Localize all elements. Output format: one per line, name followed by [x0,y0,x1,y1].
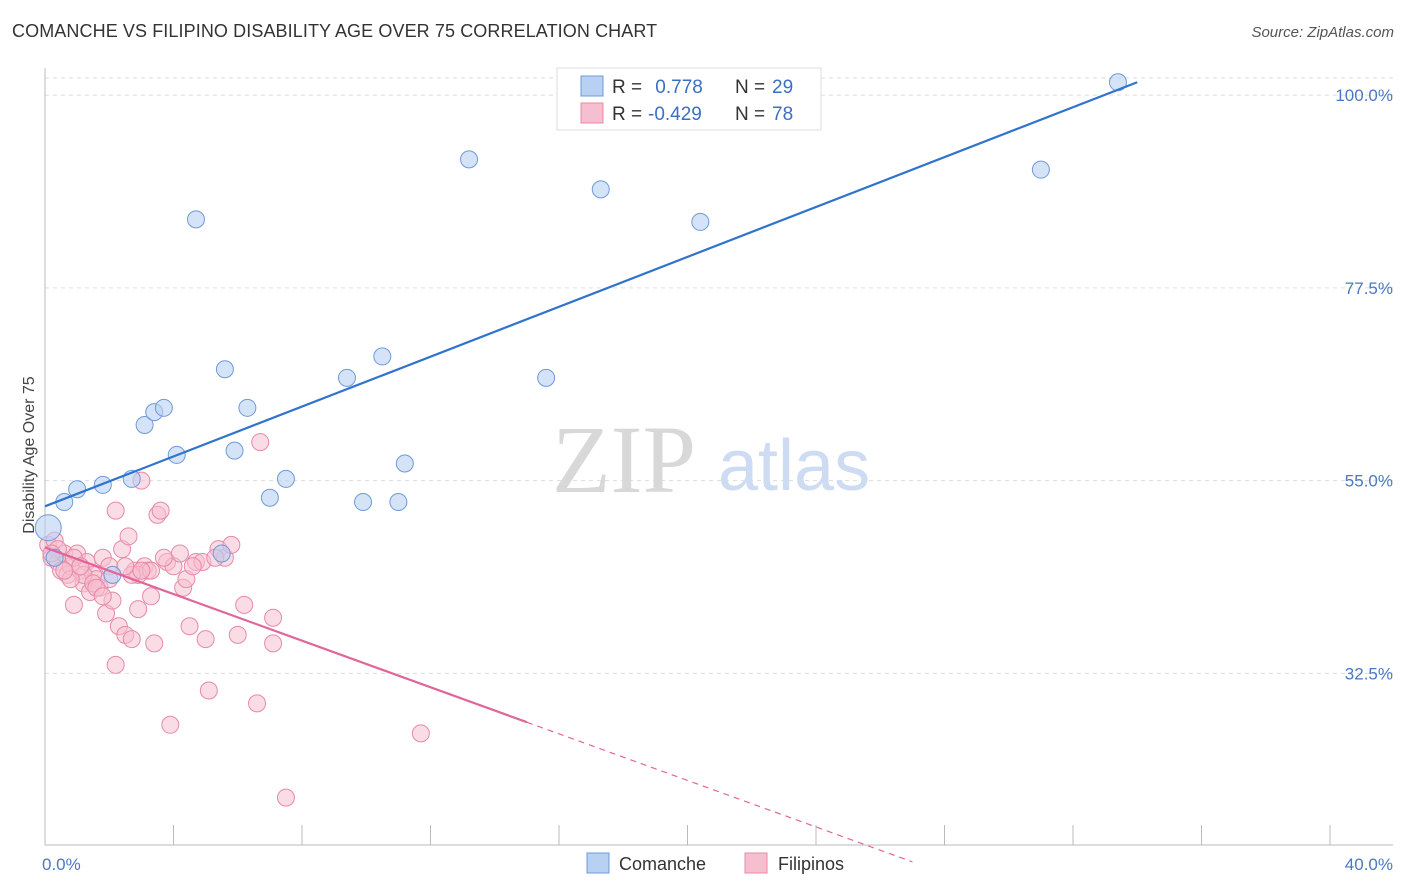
comanche-point [186,210,205,229]
filipinos-point [161,715,180,734]
series-legend-label-filipinos: Filipinos [778,854,844,874]
comanche-points [34,73,1127,584]
filipinos-point [142,587,161,606]
comanche-point [354,493,373,512]
filipinos-trend-line [44,546,528,724]
filipinos-point [145,634,164,653]
comanche-point [537,368,556,387]
axes [44,68,1393,846]
legend-swatch-filipinos [580,102,604,124]
chart-title: COMANCHE VS FILIPINO DISABILITY AGE OVER… [12,21,658,41]
comanche-point [389,493,408,512]
comanche-trend-line [44,81,1138,508]
filipinos-point [248,694,267,713]
comanche-point [591,180,610,199]
comanche-point [238,398,257,417]
filipinos-point [151,501,170,520]
filipinos-point [199,681,218,700]
comanche-point [154,398,173,417]
comanche-point [34,514,62,542]
comanche-point [460,150,479,169]
watermark-zip: ZIP [552,406,696,513]
y-axis-label: Disability Age Over 75 [21,376,38,534]
watermark: ZIP atlas [552,406,870,513]
filipinos-point [132,561,151,580]
filipinos-point [64,595,83,614]
y-tick-label: 32.5% [1345,664,1393,683]
filipinos-point [119,527,138,546]
x-tick-label-min: 0.0% [42,855,81,874]
legend-swatch-comanche [580,75,604,97]
legend-r-value-filipinos: -0.429 [648,104,702,125]
x-ticks [44,825,1331,845]
grid-lines [45,77,1393,674]
filipinos-point [93,587,112,606]
filipinos-point [183,557,202,576]
y-tick-label: 100.0% [1335,86,1393,105]
filipinos-point [106,655,125,674]
filipinos-point [411,724,430,743]
trend-lines [44,81,1138,863]
filipinos-point [180,617,199,636]
legend-n-label-filipinos: N = [735,104,765,125]
comanche-point [1031,160,1050,179]
legend-n-value-comanche: 29 [772,77,793,98]
comanche-point [215,360,234,379]
filipinos-point [228,625,247,644]
filipinos-point [276,788,295,807]
legend-n-value-filipinos: 78 [772,104,793,125]
comanche-point [395,454,414,473]
comanche-point [337,368,356,387]
comanche-point [260,488,279,507]
legend-r-label-filipinos: R = [612,104,642,125]
filipinos-point [196,630,215,649]
watermark-atlas: atlas [718,426,870,506]
filipinos-point [170,544,189,563]
legend-r-value-comanche: 0.778 [650,77,703,98]
comanche-point [212,544,231,563]
y-tick-labels: 32.5% 55.0% 77.5% 100.0% [1335,86,1393,683]
series-legend-swatch-filipinos [744,852,768,874]
filipinos-point [264,634,283,653]
comanche-point [135,415,154,434]
legend-n-label-comanche: N = [735,77,765,98]
series-legend-label-comanche: Comanche [619,854,706,874]
source-label: Source: ZipAtlas.com [1251,24,1394,41]
series-legend: Comanche Filipinos [586,852,844,874]
x-tick-label-max: 40.0% [1345,855,1393,874]
comanche-point [68,480,87,499]
x-tick-labels: 0.0% 40.0% [42,855,1393,874]
comanche-point [225,441,244,460]
filipinos-point [154,548,173,567]
filipinos-trend-extension [526,721,913,863]
y-tick-label: 77.5% [1345,279,1393,298]
legend-r-label-comanche: R = [612,77,642,98]
filipinos-point [235,595,254,614]
correlation-legend: R = 0.778 N = 29 R = -0.429 N = 78 [556,67,822,131]
comanche-point [373,347,392,366]
series-legend-swatch-comanche [586,852,610,874]
filipinos-point [251,433,270,452]
y-tick-label: 55.0% [1345,472,1393,491]
comanche-point [691,212,710,231]
filipinos-point [264,608,283,627]
filipinos-point [129,600,148,619]
comanche-point [276,469,295,488]
filipinos-point [122,630,141,649]
filipinos-point [106,501,125,520]
